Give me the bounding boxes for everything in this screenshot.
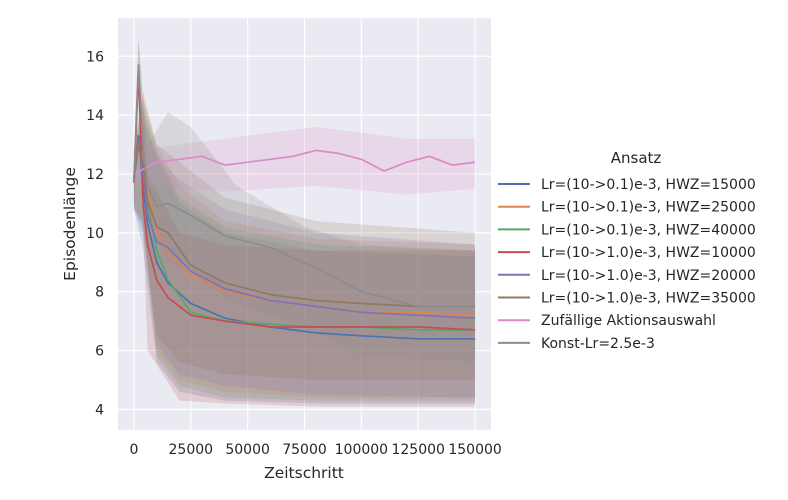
legend-entry: Konst-Lr=2.5e-3 [541, 336, 655, 352]
series-band-2 [133, 91, 476, 398]
legend: Lr=(10->0.1)e-3, HWZ=15000 Lr=(10->0.1)e-… [498, 177, 756, 352]
x-tick-label: 50000 [225, 442, 270, 458]
x-tick-label: 75000 [282, 442, 327, 458]
legend-entry: Zufällige Aktionsauswahl [541, 313, 716, 329]
grid [118, 18, 491, 430]
series-band-8 [133, 38, 476, 363]
legend-entry: Lr=(10->1.0)e-3, HWZ=20000 [541, 268, 756, 284]
x-tick-label: 150000 [448, 442, 501, 458]
series-band-5 [133, 109, 476, 398]
series-line-4 [133, 70, 476, 331]
y-tick-labels: 4 6 8 10 12 14 16 [86, 49, 104, 418]
x-tick-label: 25000 [169, 442, 214, 458]
series-band-7 [133, 126, 476, 195]
legend-title: Ansatz [611, 149, 662, 167]
legend-entry: Lr=(10->1.0)e-3, HWZ=35000 [541, 291, 756, 307]
series-line-6 [133, 143, 476, 308]
series-line-8 [133, 64, 476, 308]
series-line-5 [133, 140, 476, 320]
y-axis-label: Episodenlänge [61, 167, 79, 281]
legend-entry: Lr=(10->0.1)e-3, HWZ=25000 [541, 200, 756, 216]
legend-entry: Lr=(10->0.1)e-3, HWZ=15000 [541, 177, 756, 193]
x-tick-label: 125000 [391, 442, 444, 458]
y-tick-label: 14 [86, 108, 104, 124]
legend-entry: Lr=(10->0.1)e-3, HWZ=40000 [541, 222, 756, 238]
series-line-7 [133, 149, 476, 175]
series-lines [133, 64, 476, 340]
y-tick-label: 6 [95, 344, 104, 360]
y-tick-label: 4 [95, 402, 104, 418]
x-tick-label: 100000 [335, 442, 388, 458]
y-tick-label: 16 [86, 49, 104, 65]
legend-entry: Lr=(10->1.0)e-3, HWZ=10000 [541, 245, 756, 261]
series-band-6 [133, 97, 476, 380]
y-tick-label: 12 [86, 167, 104, 183]
x-tick-label: 0 [129, 442, 138, 458]
x-tick-labels: 0 25000 50000 75000 100000 125000 150000 [129, 442, 501, 458]
y-tick-label: 8 [95, 285, 104, 301]
confidence-bands [133, 38, 476, 407]
y-tick-label: 10 [86, 226, 104, 242]
x-axis-label: Zeitschritt [264, 464, 344, 482]
